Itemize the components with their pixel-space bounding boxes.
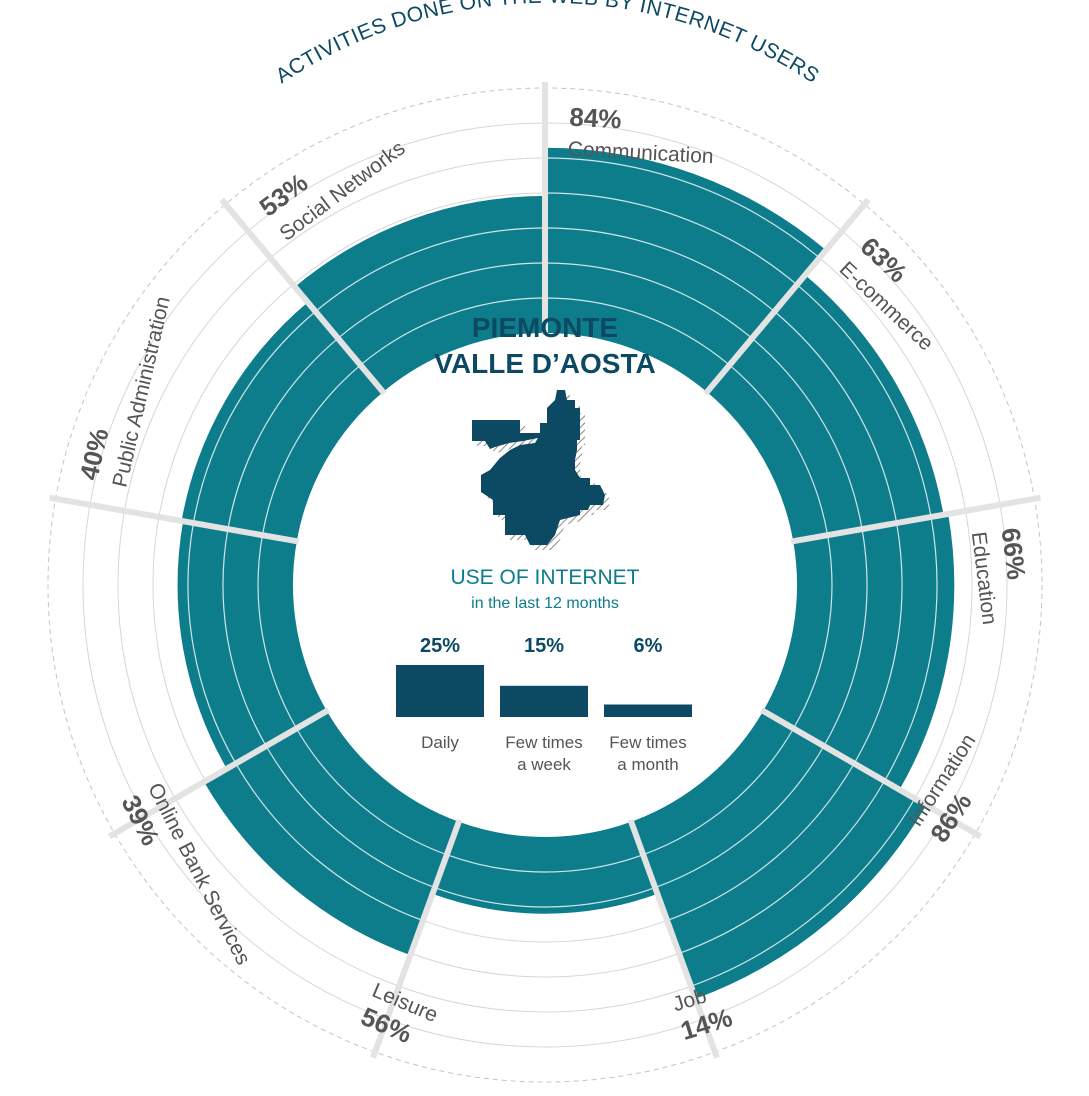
bar-leisure [204, 711, 459, 956]
chart-title-text: ACTIVITIES DONE ON THE WEB BY INTERNET U… [272, 0, 823, 88]
category-value-label: 40% [73, 425, 114, 482]
bar-division-line [446, 854, 644, 873]
bar-division-line [265, 745, 436, 889]
bar-division-line [774, 311, 898, 524]
bar-division-line [642, 728, 795, 856]
bar-division-line [654, 745, 825, 889]
bar-division-line [235, 763, 424, 922]
region-map-icon [472, 390, 610, 550]
bar-division-line [434, 887, 656, 908]
bar-division-line [678, 780, 886, 954]
category-label-group: 84%Communication [567, 102, 714, 169]
category-label-group: 56%Leisure [357, 979, 442, 1049]
bar-division-line [192, 311, 316, 524]
category-label-group: 40%Public Administration [73, 294, 175, 489]
bar-public-administration [181, 302, 383, 542]
region-name-line2: VALLE D’AOSTA [434, 348, 656, 379]
bar-division-line [544, 262, 753, 339]
bar-job [432, 821, 658, 914]
activity-bars [177, 147, 955, 999]
category-name-label: Public Administration [109, 294, 175, 489]
bar-online-bank-services [177, 521, 327, 769]
category-spoke [49, 494, 300, 545]
bar-division-line [544, 297, 730, 366]
category-spoke [627, 818, 720, 1059]
internet-use-category-label: a month [617, 755, 678, 774]
category-label-group: 53%Social Networks [254, 137, 410, 246]
bar-division-line [690, 798, 916, 987]
bar-division-line [544, 192, 798, 286]
internet-use-category-label: a week [517, 755, 571, 774]
internet-use-value-label: 6% [634, 635, 663, 657]
bar-division-line [883, 516, 938, 782]
internet-use-bar [500, 685, 588, 717]
bar-division-line [751, 337, 863, 530]
category-spoke [759, 707, 983, 840]
category-value-label: 84% [569, 102, 623, 135]
internet-use-bar [604, 704, 692, 717]
category-value-label: 66% [996, 526, 1032, 581]
category-label-group: 14%Job [670, 984, 736, 1046]
internet-use-category-label: Few times [609, 733, 686, 752]
category-spoke [219, 197, 387, 396]
bar-division-line [729, 364, 829, 536]
bar-division-line [222, 528, 267, 747]
internet-use-subtitle: in the last 12 months [471, 595, 619, 612]
bar-division-line [261, 364, 361, 536]
bar-division-line [823, 528, 868, 747]
bar-division-line [853, 522, 903, 764]
chart-title: ACTIVITIES DONE ON THE WEB BY INTERNET U… [272, 0, 823, 88]
bar-social-networks [294, 195, 545, 392]
bar-education [763, 513, 955, 790]
bar-division-line [295, 728, 448, 856]
internet-use-category-label: Few times [505, 733, 582, 752]
category-label-group: 66%Education [967, 526, 1032, 626]
bar-division-line [187, 522, 237, 764]
bar-division-line [796, 284, 932, 518]
bar-division-line [315, 227, 546, 312]
bar-division-line [227, 337, 339, 530]
bar-division-line [792, 535, 833, 729]
category-spoke [370, 818, 463, 1059]
bar-division-line [666, 763, 855, 922]
internet-use-bars: 25% Daily 15% Few times a week 6% Few times a m… [396, 635, 692, 774]
bar-division-line [544, 227, 775, 312]
internet-use-bar [396, 665, 484, 717]
bar-division-line [360, 297, 546, 366]
internet-use-category-label: Daily [421, 733, 459, 752]
internet-use-title: USE OF INTERNET [450, 566, 640, 589]
category-spokes [49, 82, 1041, 1059]
category-spoke [703, 197, 871, 396]
bar-division-line [544, 157, 820, 259]
region-name-line1: PIEMONTE [471, 312, 619, 343]
internet-use-value-label: 15% [524, 635, 564, 657]
category-spoke [107, 707, 331, 840]
bar-division-line [337, 262, 546, 339]
category-spoke [790, 494, 1041, 545]
internet-use-value-label: 25% [420, 635, 460, 657]
bar-division-line [257, 535, 298, 729]
